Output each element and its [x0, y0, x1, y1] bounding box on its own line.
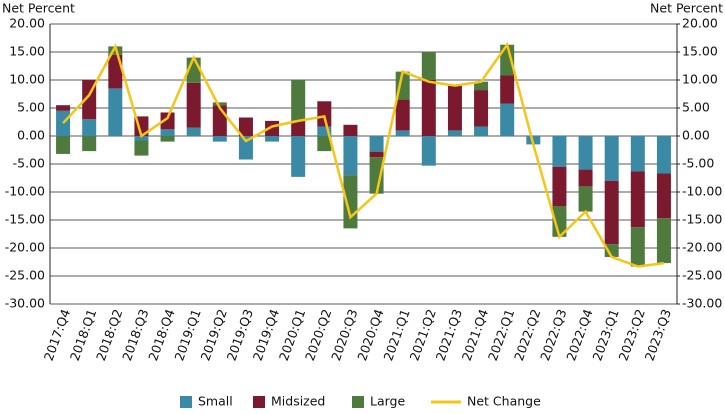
bar-segment	[421, 136, 436, 166]
y2-tick-label: -5.00	[682, 156, 714, 171]
y2-axis-title: Net Percent	[650, 1, 723, 16]
y2-tick-label: -25.00	[682, 268, 722, 283]
bar-segment	[212, 136, 227, 142]
y-tick-label: 15.00	[9, 44, 45, 59]
y2-tick-label: -20.00	[682, 240, 722, 255]
bar-segment	[656, 173, 671, 219]
y-tick-label: -5.00	[13, 156, 45, 171]
bar-segment	[447, 85, 462, 131]
bar-segment	[56, 105, 71, 111]
bar-segment	[552, 136, 567, 167]
bar-segment	[604, 136, 619, 181]
bar-segment	[474, 126, 489, 136]
legend-label: Net Change	[467, 394, 541, 409]
bar-segment	[604, 180, 619, 245]
y2-tick-label: 5.00	[682, 100, 710, 115]
y2-tick-label: -30.00	[682, 296, 722, 311]
bar-segment	[160, 129, 175, 136]
bar-segment	[500, 44, 515, 76]
bar-segment	[421, 52, 436, 80]
bar-segment	[238, 117, 253, 136]
bar-segment	[160, 136, 175, 142]
y2-tick-label: -10.00	[682, 184, 722, 199]
bar-segment	[630, 136, 645, 172]
y2-tick-label: 15.00	[682, 44, 718, 59]
bar-segment	[212, 102, 227, 106]
legend-label: Small	[198, 394, 233, 409]
bar-segment	[108, 88, 123, 136]
bar-segment	[474, 81, 489, 91]
bar-segment	[447, 130, 462, 136]
bar-segment	[291, 80, 306, 121]
bar-segment	[265, 136, 280, 142]
bar-segment	[134, 136, 149, 141]
bar-segment	[395, 99, 410, 131]
bar-segment	[238, 136, 253, 160]
bar-segment	[186, 82, 201, 128]
y-tick-label: 0.00	[17, 128, 45, 143]
y-tick-label: 5.00	[17, 100, 45, 115]
bar-segment	[656, 218, 671, 264]
bar-segment	[421, 80, 436, 136]
bar-segment	[82, 119, 97, 136]
y-axis-title: Net Percent	[2, 1, 75, 16]
bar-segment	[317, 126, 332, 136]
bar-segment	[317, 101, 332, 127]
bar-segment	[369, 151, 384, 158]
bar-segment	[82, 136, 97, 152]
bar-segment	[630, 171, 645, 228]
bar-segment	[186, 127, 201, 136]
y2-tick-label: 20.00	[682, 16, 718, 31]
bar-segment	[552, 206, 567, 237]
bar-segment	[552, 166, 567, 206]
bar-segment	[343, 136, 358, 176]
y-tick-label: -30.00	[5, 296, 45, 311]
bar-segment	[578, 186, 593, 212]
bar-segment	[108, 54, 123, 89]
bar-segment	[500, 75, 515, 104]
y2-tick-label: 10.00	[682, 72, 718, 87]
legend-swatch	[352, 396, 364, 408]
bar-segment	[56, 110, 71, 136]
y-tick-label: -25.00	[5, 268, 45, 283]
y-tick-label: -20.00	[5, 240, 45, 255]
bar-segment	[369, 157, 384, 194]
net-line	[62, 41, 665, 268]
bar-segment	[291, 120, 306, 136]
bar-segment	[343, 124, 358, 136]
legend-label: Midsized	[271, 394, 325, 409]
legend-label: Large	[370, 394, 405, 409]
bar-segment	[317, 136, 332, 152]
bar-segment	[500, 103, 515, 136]
bar-segment	[134, 140, 149, 156]
y-tick-label: 10.00	[9, 72, 45, 87]
y2-tick-label: -15.00	[682, 212, 722, 227]
legend-swatch	[180, 396, 192, 408]
bar-segment	[578, 169, 593, 187]
bar-segment	[291, 136, 306, 177]
legend-swatch	[253, 396, 265, 408]
bar-segment	[630, 227, 645, 267]
bar-segment	[604, 244, 619, 257]
bar-segment	[578, 136, 593, 170]
y-tick-label: -10.00	[5, 184, 45, 199]
y-tick-label: -15.00	[5, 212, 45, 227]
bar-segment	[160, 112, 175, 130]
bar-segment	[395, 130, 410, 136]
bar-segment	[474, 90, 489, 127]
bar-segment	[656, 136, 671, 174]
bar-segment	[369, 136, 384, 152]
y2-tick-label: 0.00	[682, 128, 710, 143]
bar-segment	[56, 136, 71, 154]
y-tick-label: 20.00	[9, 16, 45, 31]
